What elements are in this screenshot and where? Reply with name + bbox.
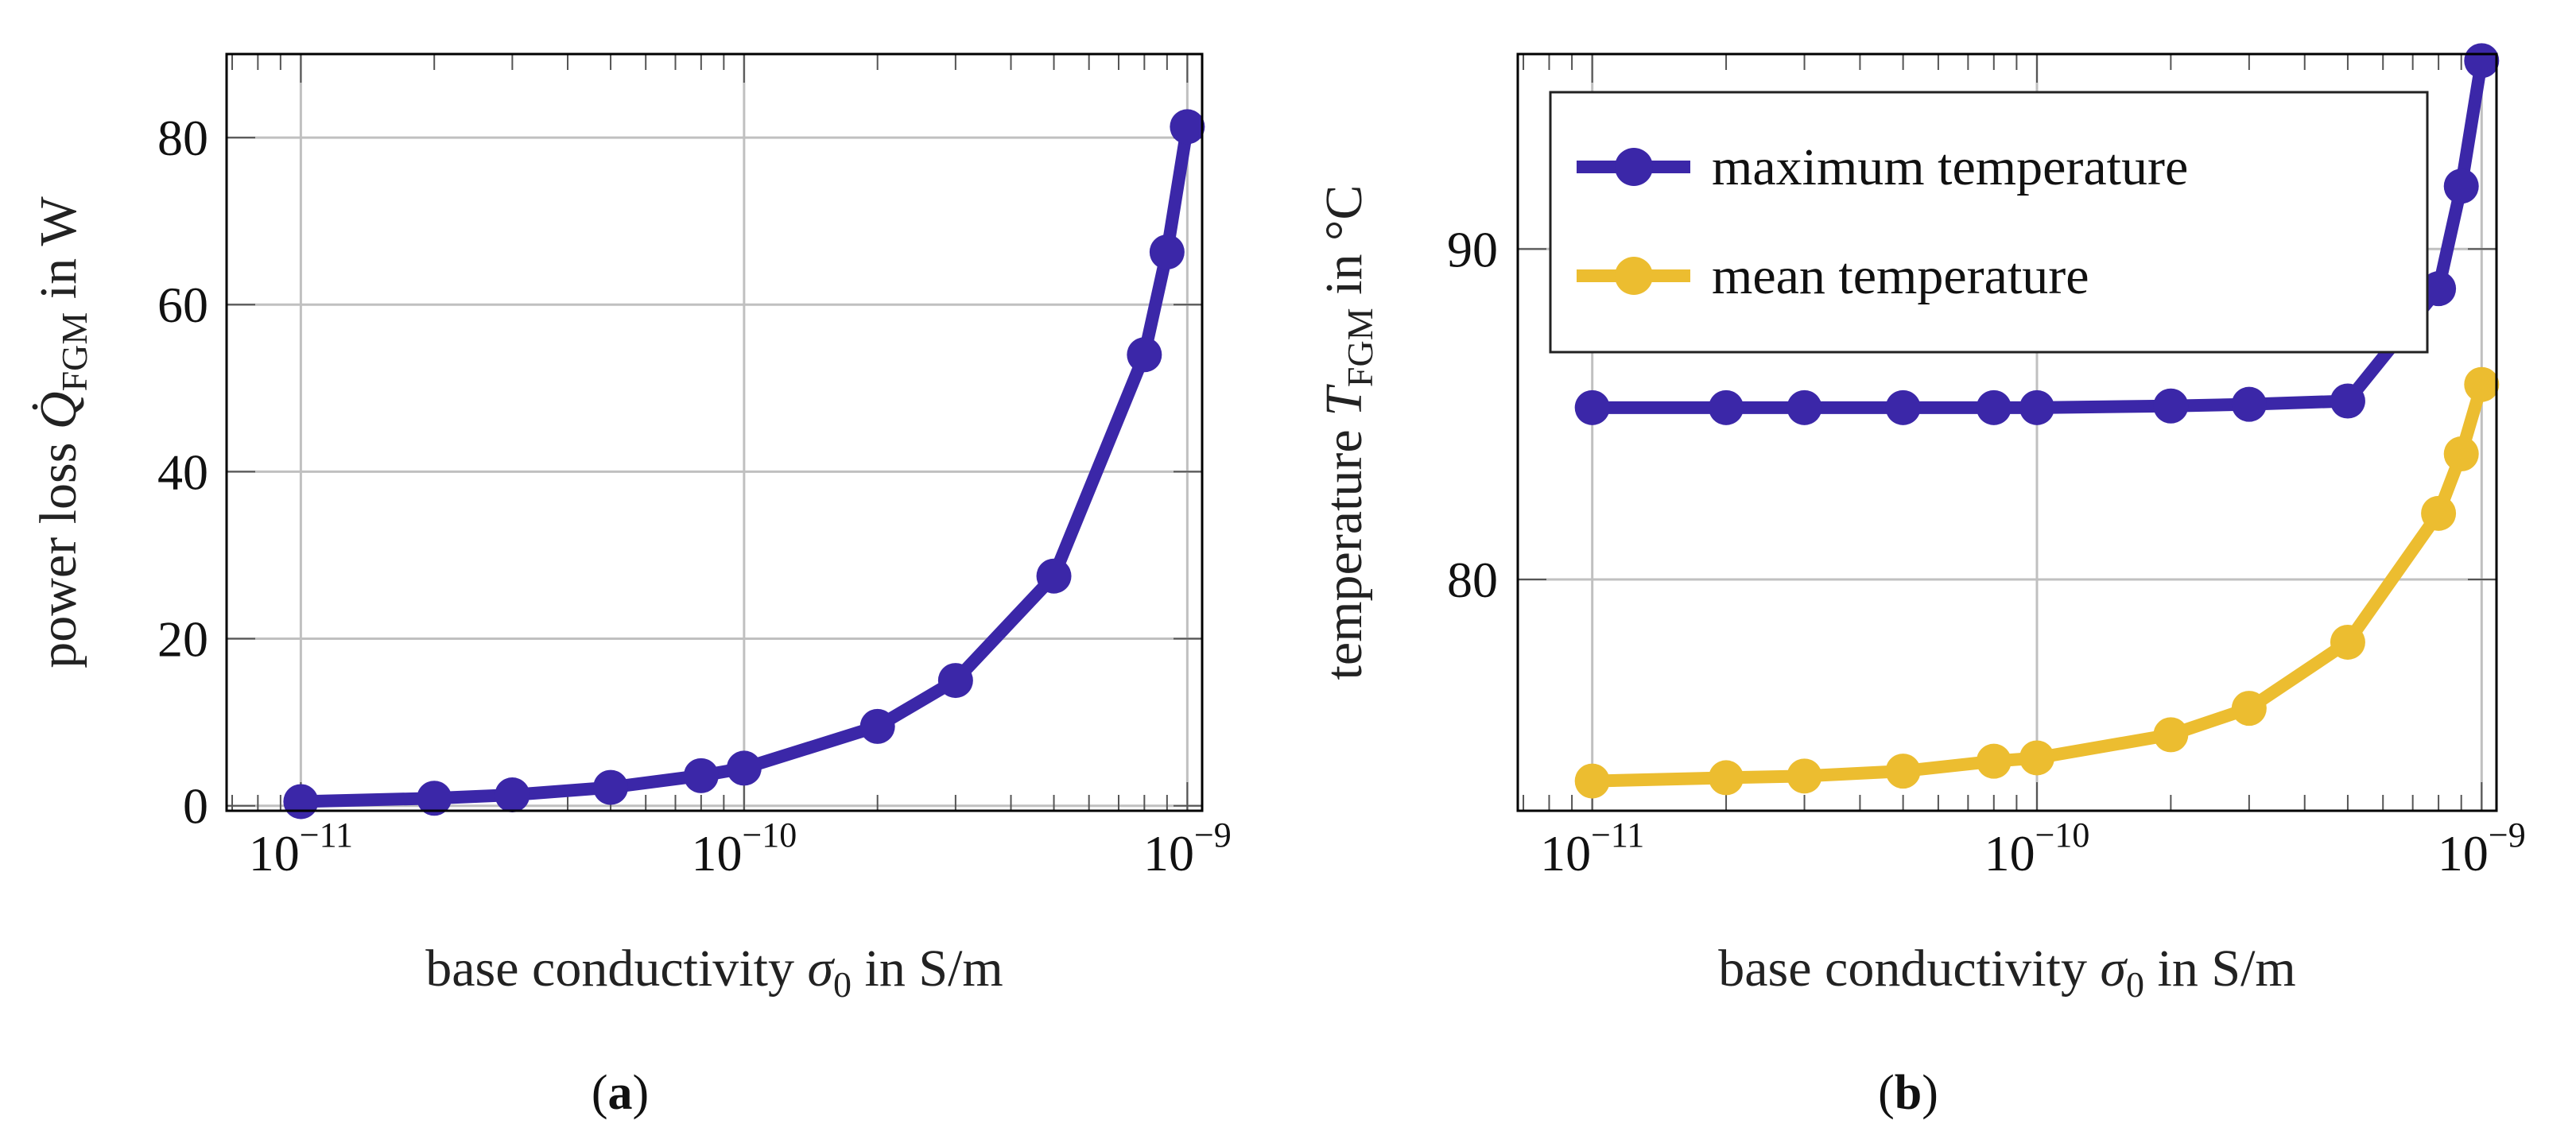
x-axis-label: base conductivity σ0 in S/m: [425, 940, 1003, 1005]
subfigure-caption: (a): [592, 1066, 649, 1120]
data-point: [2443, 169, 2479, 204]
chart-b: 10−11 10−10 10−9 80 90 base conductivity σ0 i…: [1315, 43, 2526, 1120]
data-point: [1885, 754, 1921, 789]
data-point: [1127, 337, 1162, 373]
legend-label: maximum temperature: [1712, 138, 2188, 196]
data-point: [593, 769, 629, 805]
data-point: [1885, 389, 1921, 425]
data-point: [2019, 389, 2054, 425]
legend-marker: [1615, 257, 1653, 295]
data-point: [1574, 763, 1610, 799]
data-point: [1976, 743, 2012, 779]
data-point: [2421, 495, 2457, 531]
x-tick-label: 10−10: [691, 816, 797, 882]
data-point: [1709, 389, 1744, 425]
y-axis-label: temperature TFGM in °C: [1315, 185, 1380, 680]
data-point: [2153, 388, 2189, 424]
legend-box: [1549, 91, 2429, 354]
chart-a: 10−11 10−10 10−9 0 20 40 60 80 base conductivity…: [29, 52, 1232, 1120]
y-axis-label: power loss Q̇FGM in W: [29, 196, 95, 668]
data-point: [937, 663, 973, 699]
data-point: [2330, 383, 2365, 419]
y-tick-label: 80: [157, 110, 208, 166]
y-tick-label: 20: [157, 611, 208, 668]
y-tick-label: 0: [183, 778, 208, 835]
data-point: [683, 758, 719, 793]
data-point: [2421, 271, 2457, 307]
data-point: [1787, 758, 1822, 794]
x-tick-label: 10−9: [2438, 816, 2526, 882]
data-point: [495, 777, 530, 813]
data-point: [1036, 558, 1072, 594]
data-point: [1709, 760, 1744, 796]
data-point: [1149, 234, 1185, 270]
data-point: [1787, 389, 1822, 425]
x-tick-label: 10−11: [249, 816, 353, 882]
axes-frame: [225, 52, 1204, 812]
data-point: [2019, 740, 2054, 776]
x-axis-label: base conductivity σ0 in S/m: [1718, 940, 2296, 1005]
data-point: [2464, 366, 2500, 402]
data-point: [2464, 43, 2500, 79]
legend-marker: [1615, 148, 1653, 186]
x-tick-label: 10−10: [1984, 816, 2090, 882]
x-tick-label: 10−9: [1143, 816, 1232, 882]
x-tick-label: 10−11: [1540, 816, 1644, 882]
data-point: [1170, 109, 1205, 145]
legend: maximum temperature mean temperature: [1549, 91, 2429, 354]
data-point: [2443, 436, 2479, 472]
y-tick-label: 40: [157, 444, 208, 500]
data-point: [859, 708, 895, 744]
y-tick-label: 90: [1447, 221, 1498, 277]
data-point: [2231, 386, 2267, 422]
y-tick-label: 60: [157, 277, 208, 333]
data-point: [283, 784, 319, 820]
data-point: [1574, 389, 1610, 425]
subfigure-caption: (b): [1878, 1066, 1938, 1120]
data-point: [726, 750, 762, 786]
axes-frame: [1516, 52, 2498, 812]
data-point: [2330, 624, 2365, 660]
data-point: [1976, 389, 2012, 425]
legend-label: mean temperature: [1712, 247, 2089, 305]
data-point: [417, 781, 452, 816]
data-point: [2231, 691, 2267, 727]
data-point: [2153, 717, 2189, 753]
y-tick-label: 80: [1447, 552, 1498, 608]
